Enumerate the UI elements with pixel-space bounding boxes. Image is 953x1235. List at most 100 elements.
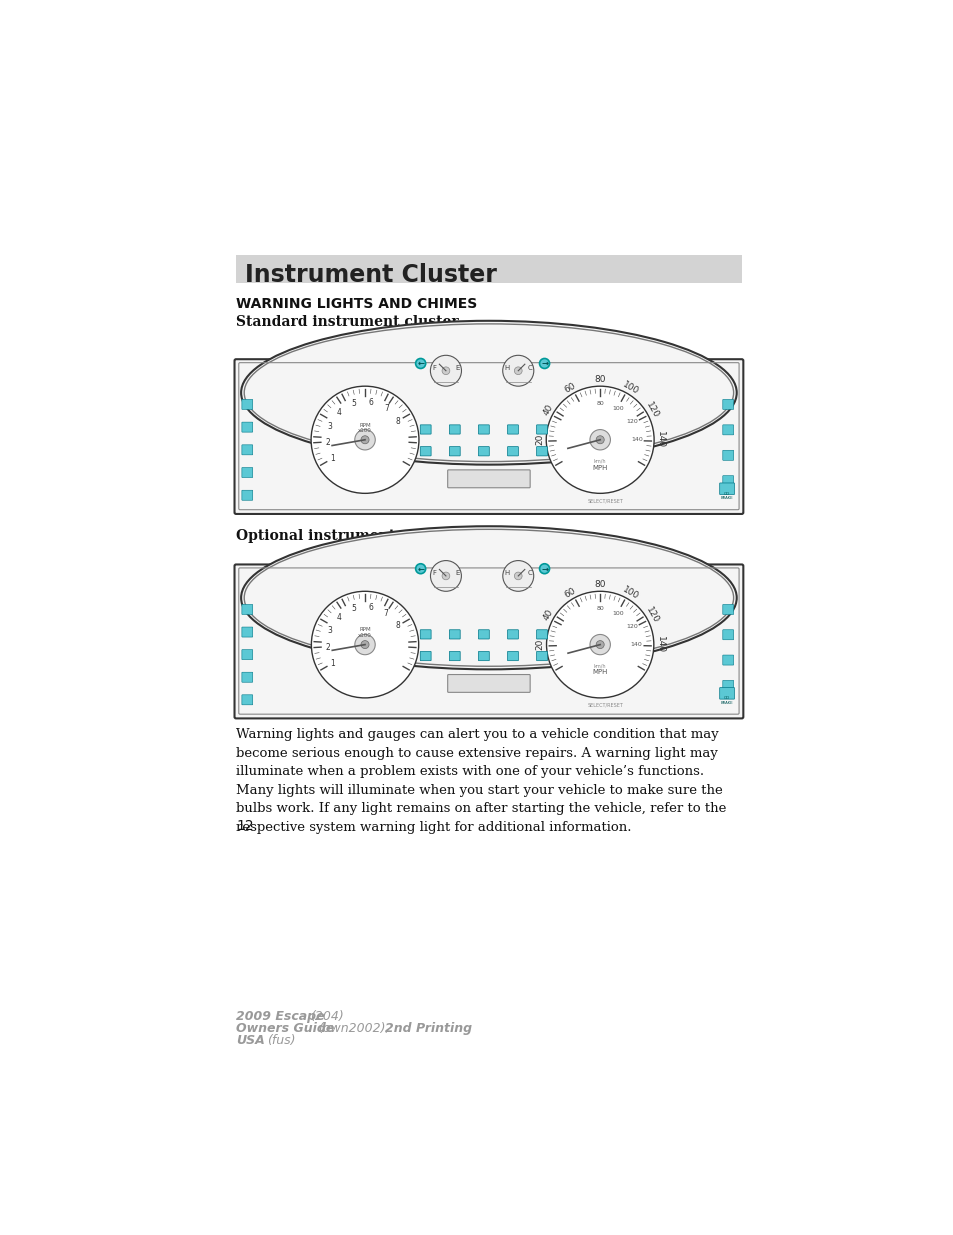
Text: 2: 2 bbox=[325, 643, 330, 652]
Text: Standard instrument cluster: Standard instrument cluster bbox=[235, 315, 458, 329]
Ellipse shape bbox=[589, 635, 610, 655]
FancyBboxPatch shape bbox=[242, 672, 253, 682]
FancyBboxPatch shape bbox=[242, 695, 253, 705]
FancyBboxPatch shape bbox=[449, 630, 459, 638]
Text: 2: 2 bbox=[325, 438, 330, 447]
FancyBboxPatch shape bbox=[234, 359, 742, 514]
FancyBboxPatch shape bbox=[447, 469, 530, 488]
FancyBboxPatch shape bbox=[242, 490, 253, 500]
Ellipse shape bbox=[430, 561, 461, 592]
Text: 80: 80 bbox=[596, 606, 603, 611]
Text: 80: 80 bbox=[596, 401, 603, 406]
Text: 5: 5 bbox=[351, 604, 356, 614]
FancyBboxPatch shape bbox=[722, 680, 733, 690]
Text: OD
BRAKE: OD BRAKE bbox=[720, 492, 733, 500]
FancyBboxPatch shape bbox=[719, 483, 734, 494]
Text: 100: 100 bbox=[612, 610, 623, 616]
Text: 1: 1 bbox=[330, 658, 335, 668]
Ellipse shape bbox=[589, 430, 610, 450]
Text: 140: 140 bbox=[630, 437, 642, 442]
FancyBboxPatch shape bbox=[507, 447, 517, 456]
Text: 20: 20 bbox=[535, 638, 544, 651]
Text: ←: ← bbox=[416, 564, 424, 573]
FancyBboxPatch shape bbox=[536, 630, 547, 638]
Ellipse shape bbox=[539, 358, 549, 368]
Text: 80: 80 bbox=[594, 375, 605, 384]
FancyBboxPatch shape bbox=[242, 445, 253, 454]
FancyBboxPatch shape bbox=[507, 630, 517, 638]
FancyBboxPatch shape bbox=[722, 451, 733, 461]
Ellipse shape bbox=[596, 436, 603, 443]
Text: 3: 3 bbox=[327, 626, 333, 636]
Ellipse shape bbox=[546, 387, 654, 493]
FancyBboxPatch shape bbox=[478, 630, 489, 638]
Text: 12: 12 bbox=[235, 819, 253, 832]
Text: 6: 6 bbox=[368, 398, 373, 408]
Ellipse shape bbox=[416, 358, 425, 368]
Text: MPH: MPH bbox=[592, 464, 607, 471]
FancyBboxPatch shape bbox=[722, 630, 733, 640]
Text: 40: 40 bbox=[540, 403, 554, 417]
Text: 100: 100 bbox=[612, 406, 623, 411]
Ellipse shape bbox=[514, 367, 521, 374]
FancyBboxPatch shape bbox=[449, 447, 459, 456]
FancyBboxPatch shape bbox=[478, 447, 489, 456]
Ellipse shape bbox=[360, 436, 369, 443]
Ellipse shape bbox=[355, 430, 375, 450]
FancyBboxPatch shape bbox=[722, 425, 733, 435]
FancyBboxPatch shape bbox=[449, 651, 459, 661]
Text: km/h: km/h bbox=[594, 458, 606, 463]
FancyBboxPatch shape bbox=[420, 651, 431, 661]
Text: 140: 140 bbox=[655, 636, 664, 653]
Text: RPM
x100: RPM x100 bbox=[357, 422, 372, 433]
Text: E: E bbox=[455, 364, 459, 370]
Text: 8: 8 bbox=[395, 416, 399, 426]
FancyBboxPatch shape bbox=[242, 627, 253, 637]
FancyBboxPatch shape bbox=[242, 422, 253, 432]
Text: 140: 140 bbox=[630, 642, 642, 647]
Text: 8: 8 bbox=[395, 621, 399, 630]
Text: C: C bbox=[527, 364, 532, 370]
Text: H: H bbox=[503, 364, 509, 370]
Text: C: C bbox=[527, 569, 532, 576]
Text: USA: USA bbox=[235, 1035, 265, 1047]
Ellipse shape bbox=[416, 563, 425, 574]
Text: 100: 100 bbox=[620, 379, 639, 396]
Text: WARNING LIGHTS AND CHIMES: WARNING LIGHTS AND CHIMES bbox=[235, 298, 476, 311]
Text: 120: 120 bbox=[625, 419, 638, 424]
FancyBboxPatch shape bbox=[242, 399, 253, 410]
Text: km/h: km/h bbox=[594, 663, 606, 668]
FancyBboxPatch shape bbox=[242, 604, 253, 615]
Text: 40: 40 bbox=[541, 608, 555, 622]
Text: F: F bbox=[432, 569, 436, 576]
FancyBboxPatch shape bbox=[507, 651, 517, 661]
FancyBboxPatch shape bbox=[242, 468, 253, 478]
Text: 1: 1 bbox=[330, 454, 335, 463]
FancyBboxPatch shape bbox=[420, 425, 431, 433]
Text: 120: 120 bbox=[643, 400, 660, 420]
Text: 100: 100 bbox=[619, 584, 639, 601]
Ellipse shape bbox=[311, 387, 418, 493]
Text: 4: 4 bbox=[336, 408, 341, 416]
FancyBboxPatch shape bbox=[722, 604, 733, 615]
Text: 60: 60 bbox=[562, 587, 577, 600]
Text: 2009 Escape: 2009 Escape bbox=[235, 1010, 324, 1023]
FancyBboxPatch shape bbox=[420, 630, 431, 638]
Text: F: F bbox=[432, 364, 436, 370]
Text: SELECT/RESET: SELECT/RESET bbox=[587, 498, 623, 503]
Ellipse shape bbox=[241, 321, 736, 464]
Ellipse shape bbox=[311, 592, 418, 698]
Text: Optional instrument cluster: Optional instrument cluster bbox=[235, 529, 454, 542]
Text: SELECT/RESET: SELECT/RESET bbox=[587, 703, 623, 708]
Ellipse shape bbox=[355, 635, 375, 655]
Text: Warning lights and gauges can alert you to a vehicle condition that may
become s: Warning lights and gauges can alert you … bbox=[235, 729, 725, 834]
Ellipse shape bbox=[430, 356, 461, 387]
FancyBboxPatch shape bbox=[478, 651, 489, 661]
Ellipse shape bbox=[546, 592, 653, 698]
Text: 7: 7 bbox=[383, 609, 388, 619]
Text: (own2002),: (own2002), bbox=[318, 1023, 390, 1035]
Text: 20: 20 bbox=[535, 433, 544, 446]
FancyBboxPatch shape bbox=[234, 564, 742, 719]
Ellipse shape bbox=[596, 641, 603, 648]
Text: RPM
x100: RPM x100 bbox=[357, 627, 372, 638]
